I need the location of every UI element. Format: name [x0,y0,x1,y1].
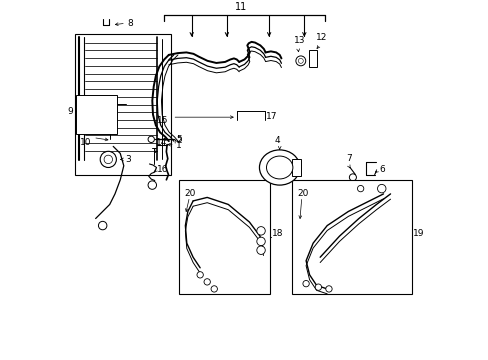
Text: 13: 13 [293,36,305,45]
Circle shape [124,99,130,105]
Text: 9: 9 [67,107,73,116]
Text: 6: 6 [379,165,384,174]
Text: 19: 19 [412,229,424,238]
Bar [291,159,300,176]
Text: 16: 16 [157,165,168,174]
Bar [75,34,170,175]
Circle shape [256,227,264,235]
Text: 15: 15 [156,117,168,126]
Text: 2: 2 [176,136,181,145]
Text: 8: 8 [127,19,132,28]
Ellipse shape [266,156,292,179]
Circle shape [298,58,303,63]
Circle shape [377,184,385,193]
Circle shape [325,286,331,292]
Circle shape [110,138,116,144]
Ellipse shape [259,150,299,185]
Text: 14: 14 [156,139,167,148]
Circle shape [295,56,305,66]
Circle shape [302,280,308,287]
Circle shape [98,221,107,230]
Text: 7: 7 [346,154,351,163]
Text: 17: 17 [266,112,277,121]
Text: 20: 20 [184,189,195,198]
Text: 18: 18 [271,229,283,238]
Circle shape [315,284,321,290]
Circle shape [203,279,210,285]
Text: 20: 20 [297,189,308,198]
Text: 5: 5 [176,135,181,144]
Circle shape [148,181,156,189]
Text: 3: 3 [125,155,131,164]
Bar [76,95,117,134]
Circle shape [104,155,112,164]
Circle shape [348,174,356,181]
Text: 1: 1 [176,141,181,150]
Bar [308,50,317,67]
Circle shape [148,136,154,143]
Circle shape [197,272,203,278]
Circle shape [256,246,264,255]
Text: 10: 10 [80,138,91,147]
Circle shape [100,151,116,167]
Bar [291,180,411,294]
Text: 4: 4 [273,136,279,145]
Text: 12: 12 [315,32,326,41]
Circle shape [357,185,363,192]
Bar [179,180,269,294]
Circle shape [211,286,217,292]
Text: 11: 11 [234,1,246,12]
Circle shape [256,237,264,246]
